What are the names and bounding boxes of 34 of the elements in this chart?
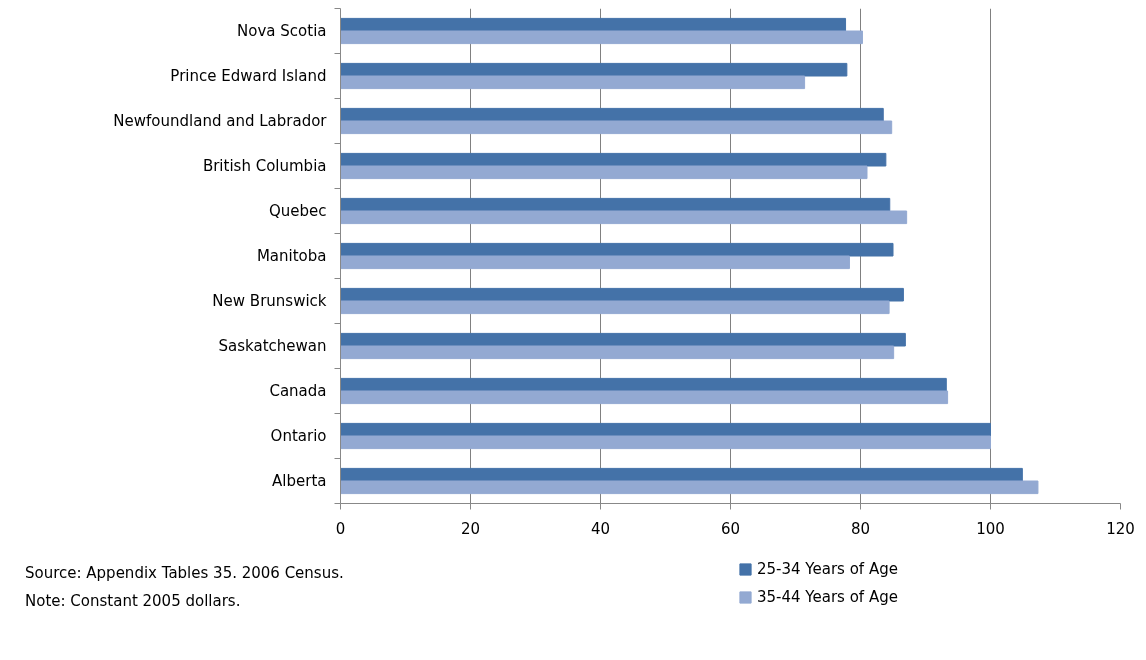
source-note: Source: Appendix Tables 35. 2006 Census. xyxy=(25,564,344,582)
y-tick-label: Saskatchewan xyxy=(218,337,327,355)
x-tick-label: 60 xyxy=(720,519,741,538)
bar xyxy=(340,62,848,77)
bar xyxy=(340,255,850,270)
x-tick-label: 40 xyxy=(590,519,611,538)
bar xyxy=(340,120,893,135)
x-tick-label: 80 xyxy=(850,519,871,538)
bar xyxy=(340,210,908,225)
bar xyxy=(340,480,1039,495)
bar xyxy=(340,345,895,360)
y-tick-label: Newfoundland and Labrador xyxy=(113,112,328,130)
y-tick-label: Ontario xyxy=(270,427,327,445)
x-tick-label: 120 xyxy=(1106,519,1135,538)
x-tick-label: 0 xyxy=(335,519,346,538)
bar xyxy=(340,435,991,450)
legend-label: 25-34 Years of Age xyxy=(757,560,898,578)
x-tick-label: 20 xyxy=(460,519,481,538)
y-tick-label: Canada xyxy=(269,382,327,400)
text: Note: Constant 2005 dollars. xyxy=(25,592,241,610)
bar xyxy=(340,390,949,405)
bar xyxy=(340,75,806,90)
y-tick-label: Quebec xyxy=(268,202,327,220)
y-tick-label: New Brunswick xyxy=(212,292,327,310)
y-tick-label: Prince Edward Island xyxy=(170,67,327,85)
y-tick-label: Manitoba xyxy=(256,247,327,265)
bar xyxy=(340,165,868,180)
y-tick-label: Nova Scotia xyxy=(237,22,327,40)
x-tick-label: 100 xyxy=(976,519,1005,538)
y-tick-label: Alberta xyxy=(272,472,327,490)
y-tick-label: British Columbia xyxy=(202,157,327,175)
bar xyxy=(340,300,890,315)
bar xyxy=(340,30,863,45)
legend-label: 35-44 Years of Age xyxy=(757,588,898,606)
